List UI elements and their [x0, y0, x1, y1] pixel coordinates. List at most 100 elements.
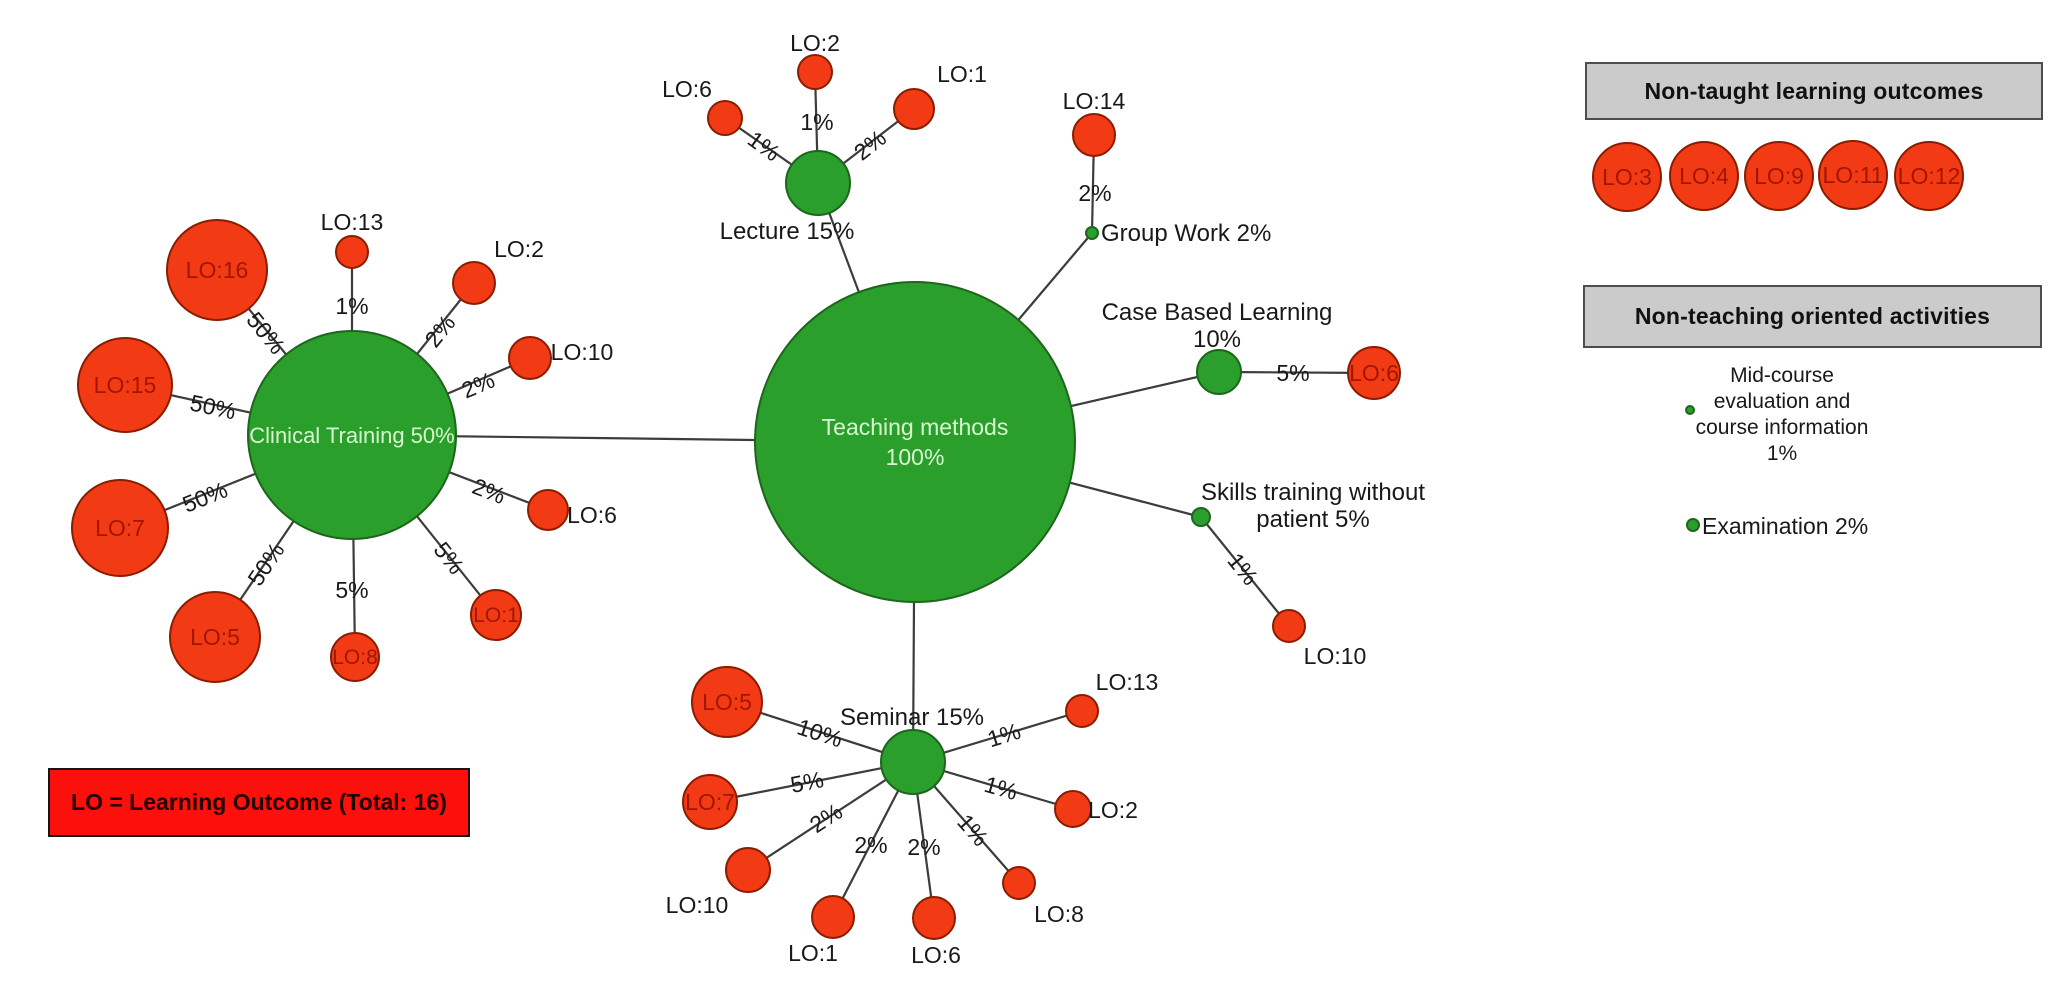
edge-label-seminar-lo10_sem: 2% — [805, 798, 847, 838]
edge-label-casebased-lo6_cbl: 5% — [1276, 360, 1309, 386]
node-lo16 — [166, 219, 268, 321]
node-lo5_sem — [691, 666, 763, 738]
node-lo10_sk — [1272, 609, 1306, 643]
edge-seminar-lo7_sem — [709, 760, 914, 804]
edge-skills-lo10_sk — [1200, 516, 1290, 627]
label-lo2_lec: LO:2 — [790, 30, 840, 56]
label-teaching: Teaching methods 100% — [822, 414, 1009, 470]
node-lo15 — [77, 337, 173, 433]
label-lo1_clin: LO:1 — [473, 604, 519, 627]
node-seminar — [880, 729, 946, 795]
label-lo10_sk: LO:10 — [1304, 643, 1367, 669]
label-lo7_sem: LO:7 — [685, 789, 735, 815]
node-lo7_sem — [682, 774, 738, 830]
node-lo13_clin — [335, 235, 369, 269]
label-lo5_clin: LO:5 — [190, 624, 240, 650]
label-lo8_clin: LO:8 — [332, 646, 378, 669]
node-lo8_clin — [330, 632, 380, 682]
node-lo6_clin — [527, 489, 569, 531]
edge-label-seminar-lo7_sem: 5% — [788, 766, 826, 798]
node-lo6_lec — [707, 100, 743, 136]
node-lo1_sem — [811, 895, 855, 939]
label-lo8_sem: LO:8 — [1034, 901, 1084, 927]
label-lo7_clin: LO:7 — [95, 515, 145, 541]
edge-label-clinical-lo13_clin: 1% — [335, 293, 368, 319]
legend-box-label: LO = Learning Outcome (Total: 16) — [71, 789, 447, 815]
label-lo2_clin: LO:2 — [494, 236, 544, 262]
edge-label-seminar-lo1_sem: 2% — [854, 832, 887, 858]
node-lo2_sem — [1054, 790, 1092, 828]
edge-label-clinical-lo7_clin: 50% — [179, 476, 231, 517]
label-lo1_lec: LO:1 — [937, 61, 987, 87]
non-taught-header-label: Non-taught learning outcomes — [1644, 77, 1984, 104]
node-lo2_lec — [797, 54, 833, 90]
non-teaching-header-label: Non-teaching oriented activities — [1634, 303, 1991, 329]
edge-label-lecture-lo6_lec: 1% — [743, 126, 785, 167]
node-lo1_clin — [470, 589, 522, 641]
edge-label-seminar-lo6_sem: 2% — [907, 834, 940, 860]
node-casebased — [1196, 349, 1242, 395]
label-casebased: Case Based Learning 10% — [1102, 299, 1333, 353]
label-lo14: LO:14 — [1063, 88, 1126, 114]
label-lo6_cbl: LO:6 — [1349, 360, 1399, 386]
node-lo1_lec — [893, 88, 935, 130]
non-taught-header: Non-taught learning outcomes — [1585, 62, 2043, 120]
node-examdot — [1686, 518, 1700, 532]
node-lo6_sem — [912, 896, 956, 940]
label-lo10_clin: LO:10 — [551, 339, 614, 365]
label-lo3_p: LO:3 — [1602, 164, 1652, 190]
node-lo12_p — [1894, 141, 1964, 211]
node-teaching — [754, 281, 1076, 603]
label-lo11_p: LO:11 — [1823, 162, 1884, 188]
edge-label-seminar-lo5_sem: 10% — [794, 714, 846, 753]
node-layer — [71, 54, 1964, 940]
node-lo3_p — [1592, 142, 1662, 212]
edge-label-clinical-lo8_clin: 5% — [335, 577, 368, 603]
node-lecture — [785, 150, 851, 216]
label-lo13_clin: LO:13 — [321, 209, 384, 235]
node-lo10_sem — [725, 847, 771, 893]
node-lo6_cbl — [1347, 346, 1401, 400]
node-skills — [1191, 507, 1211, 527]
label-lo2_sem: LO:2 — [1088, 797, 1138, 823]
label-lo6_sem: LO:6 — [911, 942, 961, 968]
node-lo8_sem — [1002, 866, 1036, 900]
edge-label-lecture-lo2_lec: 1% — [800, 109, 833, 135]
label-lo12_p: LO:12 — [1898, 163, 1961, 189]
edge-label-clinical-lo10_clin: 2% — [458, 367, 499, 404]
label-examdot: Examination 2% — [1702, 513, 1868, 539]
label-lo13_sem: LO:13 — [1096, 669, 1159, 695]
node-lo9_p — [1744, 141, 1814, 211]
edge-label-clinical-lo5_clin: 50% — [242, 538, 289, 591]
label-lo6_lec: LO:6 — [662, 76, 712, 102]
label-lo5_sem: LO:5 — [702, 689, 752, 715]
label-lo4_p: LO:4 — [1679, 163, 1729, 189]
node-middot — [1685, 405, 1695, 415]
label-groupwork: Group Work 2% — [1101, 220, 1271, 247]
label-seminar: Seminar 15% — [840, 704, 984, 731]
edge-label-groupwork-lo14: 2% — [1078, 180, 1111, 206]
label-lo6_clin: LO:6 — [567, 502, 617, 528]
edge-label-clinical-lo2_clin: 2% — [419, 310, 460, 352]
non-teaching-header: Non-teaching oriented activities — [1583, 285, 2042, 348]
node-lo11_p — [1818, 140, 1888, 210]
edge-label-clinical-lo6_clin: 2% — [469, 473, 509, 509]
node-lo7_clin — [71, 479, 169, 577]
edge-label-seminar-lo2_sem: 1% — [981, 771, 1020, 805]
node-lo4_p — [1669, 141, 1739, 211]
node-groupwork — [1085, 226, 1099, 240]
label-lo15: LO:15 — [94, 372, 157, 398]
label-lo9_p: LO:9 — [1754, 163, 1804, 189]
node-lo10_clin — [508, 336, 552, 380]
node-lo2_clin — [452, 261, 496, 305]
label-lo10_sem: LO:10 — [666, 892, 729, 918]
edge-label-seminar-lo13_sem: 1% — [984, 718, 1023, 753]
edge-label-clinical-lo15: 50% — [188, 389, 238, 424]
label-skills: Skills training without patient 5% — [1201, 479, 1425, 533]
node-lo13_sem — [1065, 694, 1099, 728]
legend-box: LO = Learning Outcome (Total: 16) — [48, 768, 470, 837]
label-lo16: LO:16 — [186, 257, 249, 283]
label-middot: Mid-course evaluation and course informati… — [1696, 364, 1869, 465]
node-clinical — [247, 330, 457, 540]
